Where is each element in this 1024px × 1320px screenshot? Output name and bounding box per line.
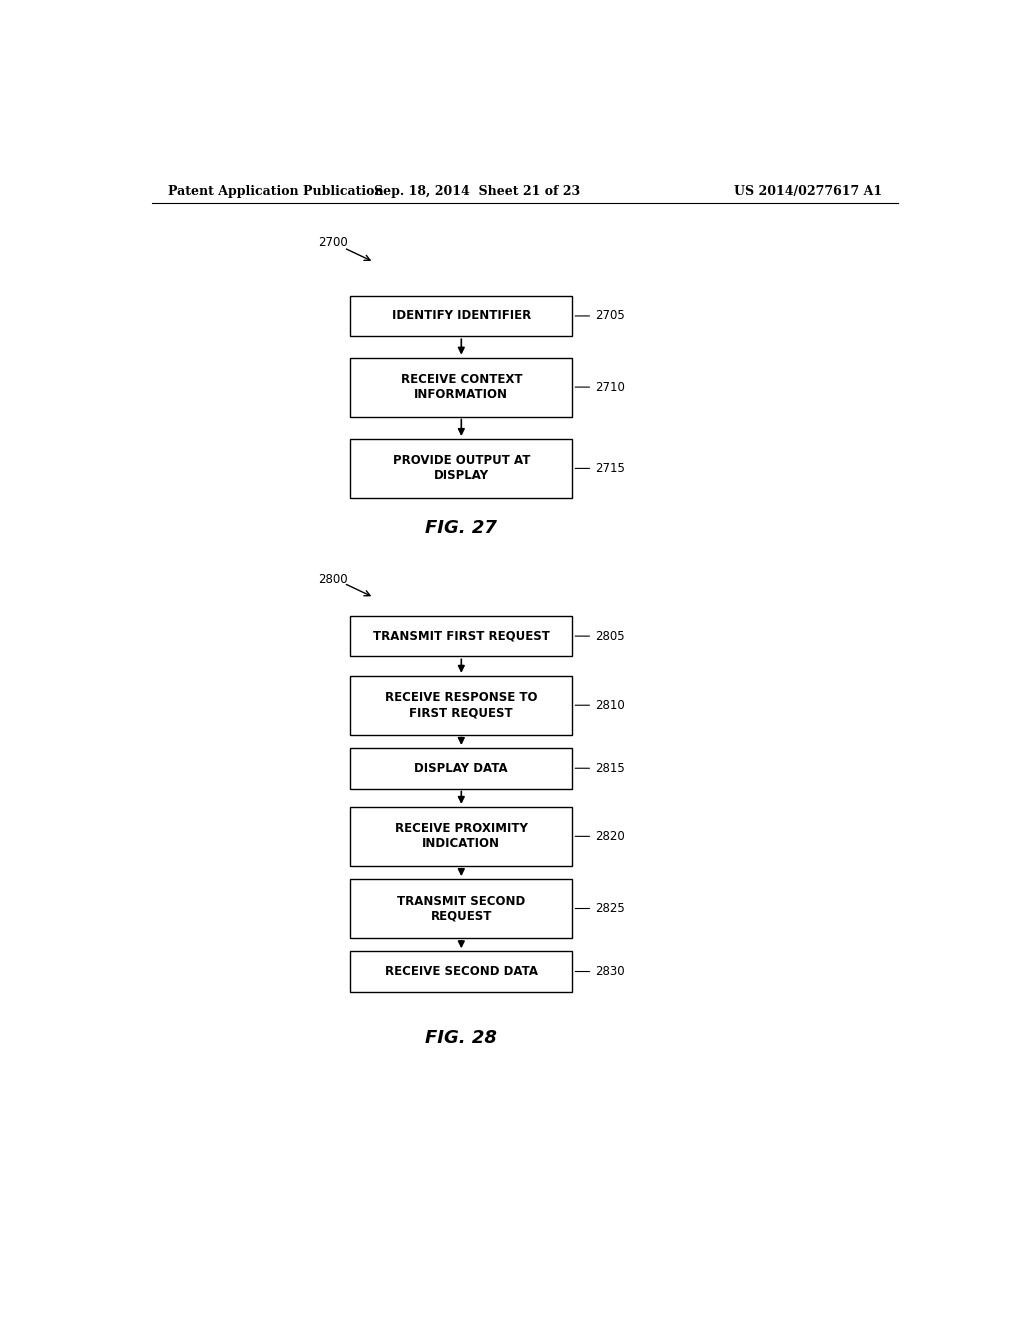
Text: 2715: 2715 (595, 462, 625, 475)
Text: FIG. 28: FIG. 28 (425, 1028, 498, 1047)
Text: 2800: 2800 (318, 573, 348, 586)
Text: TRANSMIT SECOND
REQUEST: TRANSMIT SECOND REQUEST (397, 895, 525, 923)
Text: RECEIVE RESPONSE TO
FIRST REQUEST: RECEIVE RESPONSE TO FIRST REQUEST (385, 692, 538, 719)
Text: 2805: 2805 (595, 630, 625, 643)
Text: RECEIVE CONTEXT
INFORMATION: RECEIVE CONTEXT INFORMATION (400, 374, 522, 401)
FancyBboxPatch shape (350, 879, 572, 939)
Text: 2830: 2830 (595, 965, 625, 978)
Text: Patent Application Publication: Patent Application Publication (168, 185, 383, 198)
Text: 2705: 2705 (595, 309, 625, 322)
Text: Sep. 18, 2014  Sheet 21 of 23: Sep. 18, 2014 Sheet 21 of 23 (374, 185, 581, 198)
Text: 2810: 2810 (595, 698, 625, 711)
Text: DISPLAY DATA: DISPLAY DATA (415, 762, 508, 775)
Text: FIG. 27: FIG. 27 (425, 519, 498, 537)
Text: PROVIDE OUTPUT AT
DISPLAY: PROVIDE OUTPUT AT DISPLAY (392, 454, 530, 482)
Text: 2700: 2700 (318, 236, 348, 249)
Text: IDENTIFY IDENTIFIER: IDENTIFY IDENTIFIER (392, 309, 530, 322)
Text: RECEIVE PROXIMITY
INDICATION: RECEIVE PROXIMITY INDICATION (395, 822, 527, 850)
FancyBboxPatch shape (350, 296, 572, 337)
FancyBboxPatch shape (350, 748, 572, 788)
Text: 2825: 2825 (595, 902, 625, 915)
FancyBboxPatch shape (350, 615, 572, 656)
Text: RECEIVE SECOND DATA: RECEIVE SECOND DATA (385, 965, 538, 978)
FancyBboxPatch shape (350, 676, 572, 735)
Text: 2815: 2815 (595, 762, 625, 775)
Text: 2820: 2820 (595, 830, 625, 843)
FancyBboxPatch shape (350, 358, 572, 417)
FancyBboxPatch shape (350, 807, 572, 866)
FancyBboxPatch shape (350, 440, 572, 498)
FancyBboxPatch shape (350, 952, 572, 991)
Text: US 2014/0277617 A1: US 2014/0277617 A1 (734, 185, 882, 198)
Text: TRANSMIT FIRST REQUEST: TRANSMIT FIRST REQUEST (373, 630, 550, 643)
Text: 2710: 2710 (595, 380, 625, 393)
